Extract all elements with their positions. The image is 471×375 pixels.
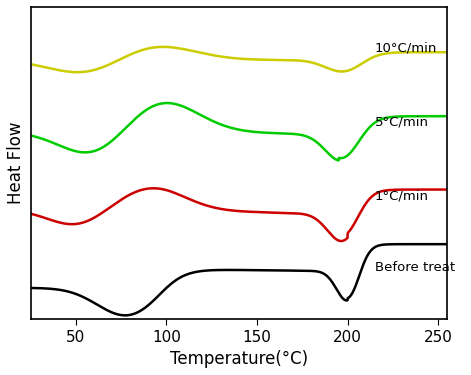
Text: 1°C/min: 1°C/min [375,189,429,202]
Y-axis label: Heat Flow: Heat Flow [7,122,25,204]
X-axis label: Temperature(°C): Temperature(°C) [170,350,308,368]
Text: 5°C/min: 5°C/min [375,116,429,129]
Text: Before treat: Before treat [375,261,455,274]
Text: 10°C/min: 10°C/min [375,41,437,54]
